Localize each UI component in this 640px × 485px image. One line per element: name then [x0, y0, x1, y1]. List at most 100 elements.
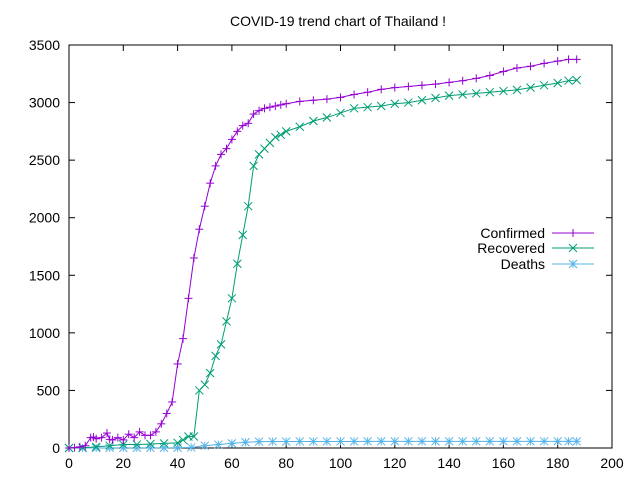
recovered-point	[238, 230, 248, 240]
confirmed-point	[431, 80, 440, 89]
confirmed-point	[184, 294, 193, 303]
deaths-point	[417, 436, 427, 446]
recovered-point	[308, 116, 318, 126]
confirmed-point	[113, 433, 122, 442]
confirmed-point	[108, 435, 117, 444]
confirmed-point	[81, 441, 90, 450]
y-tick-label: 1500	[29, 267, 60, 283]
x-tick-label: 0	[65, 455, 73, 471]
confirmed-point	[233, 127, 242, 136]
deaths-point	[363, 436, 373, 446]
confirmed-point	[485, 71, 494, 80]
confirmed-point	[168, 397, 177, 406]
deaths-point	[281, 437, 291, 446]
confirmed-point	[276, 100, 285, 109]
recovered-point	[363, 102, 373, 112]
x-tick-label: 160	[492, 455, 516, 471]
deaths-point	[254, 437, 264, 447]
confirmed-point	[195, 225, 204, 234]
legend-marker-recovered	[568, 243, 578, 253]
y-tick-label: 3500	[29, 37, 60, 53]
deaths-point	[186, 443, 196, 452]
confirmed-point	[217, 150, 226, 159]
confirmed-point	[309, 96, 318, 105]
series-recovered	[64, 75, 582, 453]
confirmed-point	[249, 110, 258, 119]
recovered-point	[222, 316, 231, 326]
deaths-point	[336, 437, 345, 446]
y-tick-label: 0	[52, 440, 60, 456]
confirmed-point	[70, 443, 79, 452]
confirmed-point	[265, 103, 274, 112]
legend-label-deaths: Deaths	[501, 256, 545, 272]
deaths-point	[295, 437, 305, 446]
x-tick-label: 140	[437, 455, 461, 471]
confirmed-point	[179, 334, 188, 343]
deaths-point	[376, 436, 386, 446]
confirmed-point	[200, 202, 209, 211]
recovered-point	[276, 130, 286, 140]
confirmed-point	[322, 95, 331, 104]
deaths-point	[349, 437, 359, 446]
y-tick-label: 1000	[29, 325, 60, 341]
deaths-point	[146, 443, 155, 453]
recovered-point	[390, 99, 400, 109]
confirmed-point	[189, 254, 198, 263]
confirmed-point	[350, 90, 359, 99]
confirmed-point	[146, 431, 155, 440]
confirmed-point	[553, 57, 562, 66]
recovered-point	[458, 90, 468, 99]
confirmed-point	[173, 359, 182, 368]
deaths-point	[200, 441, 210, 451]
deaths-point	[390, 436, 400, 446]
series-deaths	[64, 436, 582, 453]
confirmed-point	[238, 121, 247, 130]
recovered-point	[216, 340, 226, 349]
recovered-point	[553, 78, 563, 88]
confirmed-point	[162, 409, 171, 418]
recovered-point	[118, 440, 128, 449]
deaths-point	[444, 436, 454, 446]
y-tick-label: 2000	[29, 210, 60, 226]
confirmed-point	[135, 427, 144, 436]
recovered-point	[417, 95, 427, 105]
confirmed-point	[404, 82, 413, 91]
recovered-point	[200, 380, 210, 390]
deaths-point	[404, 436, 413, 446]
confirmed-point	[92, 434, 101, 443]
recovered-point	[281, 127, 291, 136]
confirmed-point	[472, 74, 481, 83]
deaths-point	[485, 436, 495, 446]
confirmed-point	[130, 433, 139, 442]
recovered-point	[485, 87, 495, 97]
deaths-point	[564, 436, 573, 446]
recovered-point	[132, 440, 142, 449]
recovered-point	[232, 259, 242, 269]
deaths-point	[499, 436, 508, 446]
confirmed-point	[227, 135, 236, 144]
deaths-point	[431, 436, 440, 446]
confirmed-point	[526, 62, 535, 71]
deaths-point	[227, 439, 237, 448]
confirmed-point	[336, 93, 345, 102]
confirmed-point	[458, 76, 467, 85]
y-tick-label: 2500	[29, 152, 60, 168]
confirmed-point	[97, 433, 106, 442]
x-tick-label: 60	[224, 455, 240, 471]
deaths-point	[213, 440, 223, 449]
recovered-point	[243, 201, 253, 211]
confirmed-point	[271, 102, 280, 111]
deaths-point	[322, 437, 332, 446]
confirmed-point	[222, 144, 231, 153]
confirmed-point	[540, 59, 549, 68]
recovered-point	[539, 80, 549, 90]
deaths-point	[308, 437, 318, 446]
deaths-point	[471, 436, 481, 446]
recovered-point	[404, 98, 413, 107]
axes: 0 20 40 60 80 100 120 140 160 180 2000500100015002…	[29, 37, 624, 471]
deaths-point	[241, 437, 250, 447]
recovered-point	[512, 85, 522, 95]
confirmed-point	[445, 78, 454, 87]
